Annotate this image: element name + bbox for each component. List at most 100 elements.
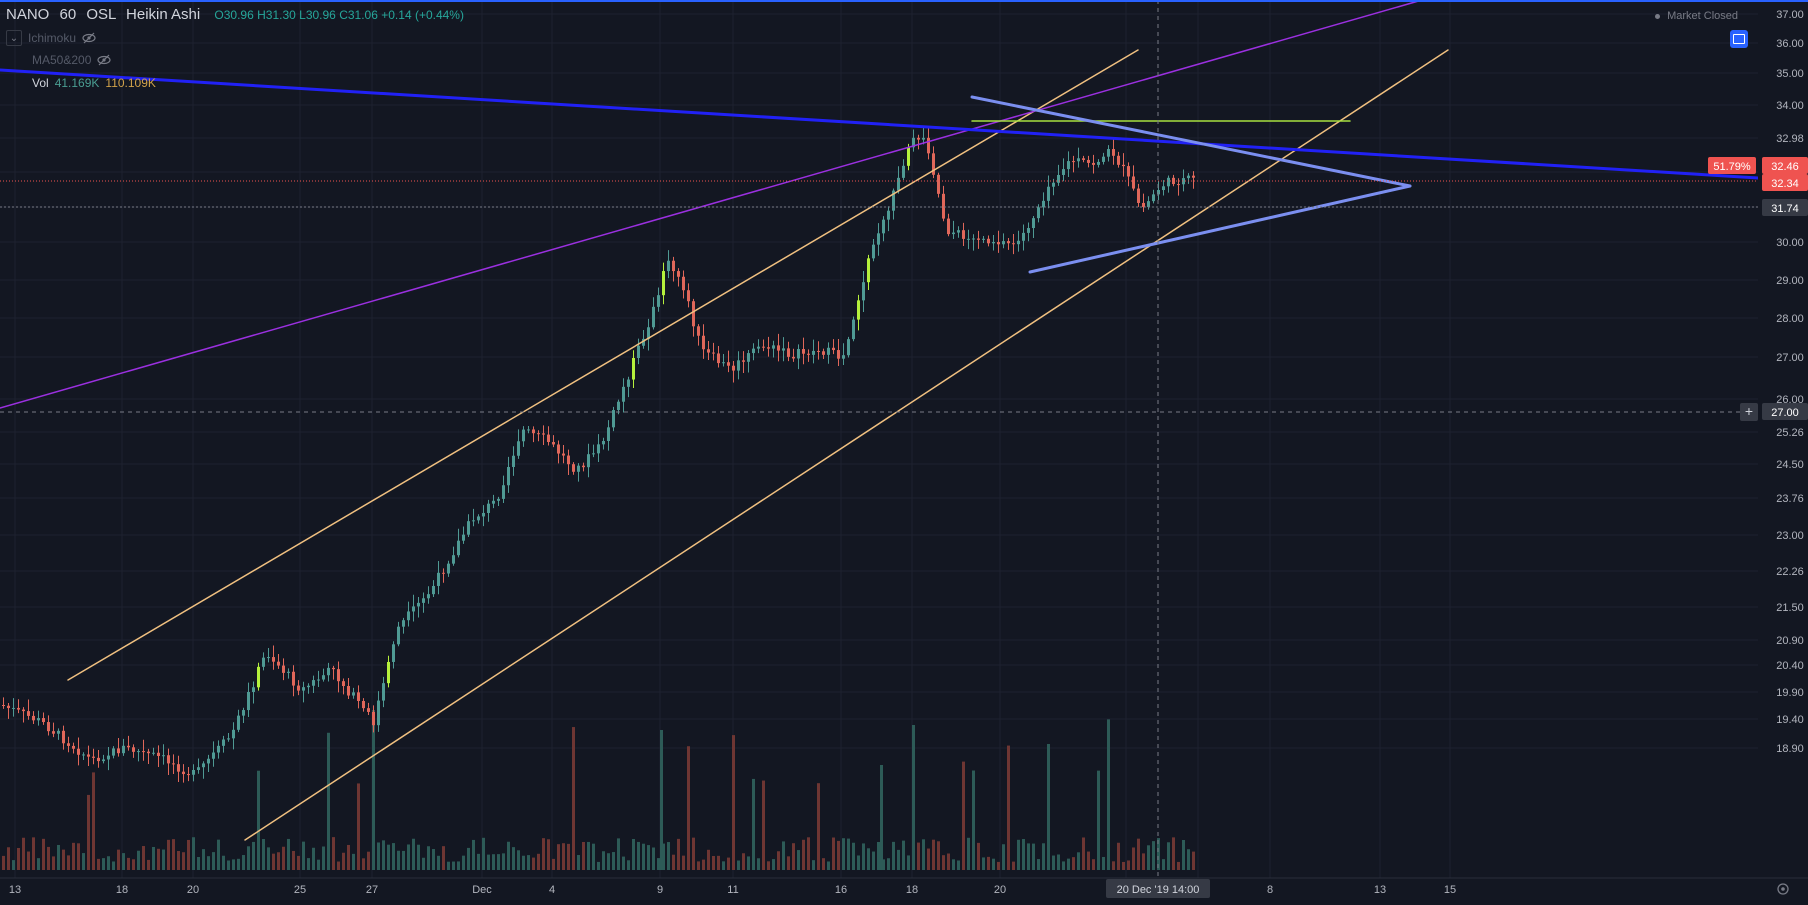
candle-body <box>507 466 510 486</box>
volume-bar <box>412 838 415 870</box>
candle-body <box>197 767 200 771</box>
volume-bar <box>672 854 675 870</box>
candle-body <box>457 540 460 556</box>
price-axis-bg <box>1758 0 1808 900</box>
candle-body <box>647 327 650 339</box>
volume-bar <box>957 860 960 870</box>
candle-body <box>832 347 835 351</box>
ma-label[interactable]: MA50&200 <box>32 53 92 67</box>
time-axis[interactable]: 1318202527Dec4911161820681315202020 Dec … <box>0 877 1808 900</box>
volume-bar <box>177 850 180 870</box>
candle-body <box>2 705 5 706</box>
volume-bar <box>522 855 525 870</box>
candle-body <box>1112 149 1115 156</box>
candle-body <box>852 319 855 340</box>
volume-bar <box>37 858 40 870</box>
volume-bar <box>747 856 750 870</box>
volume-bar <box>1187 849 1190 870</box>
volume-bar <box>797 850 800 870</box>
candle-body <box>542 433 545 435</box>
volume-spike <box>912 725 915 870</box>
price-badge-a-bg <box>1762 157 1808 174</box>
symbol-name[interactable]: NANO 60 OSL Heikin Ashi <box>6 6 204 23</box>
candle-body <box>742 360 745 362</box>
candle-body <box>387 661 390 684</box>
candle-body <box>1047 186 1050 201</box>
volume-bar <box>332 837 335 870</box>
volume-bar <box>887 858 890 870</box>
time-axis-label: 16 <box>835 884 847 896</box>
eye-off-icon[interactable] <box>82 31 96 45</box>
ichimoku-label[interactable]: Ichimoku <box>28 31 77 45</box>
volume-bar <box>152 846 155 870</box>
candle-body <box>1022 232 1025 241</box>
candle-body <box>127 745 130 748</box>
chevron-down-icon[interactable]: ⌄ <box>6 30 22 46</box>
candle-body <box>192 770 195 775</box>
indicator-ma-row[interactable]: MA50&200 <box>32 53 111 67</box>
indicator-volume-row[interactable]: Vol 41.169K 110.109K <box>32 76 156 90</box>
volume-bar <box>12 860 15 870</box>
price-axis-label: 30.00 <box>1776 237 1804 249</box>
volume-bar <box>802 839 805 870</box>
candle-body <box>942 193 945 219</box>
candle-body <box>492 500 495 504</box>
volume-bar <box>7 847 10 870</box>
candle-body <box>1162 186 1165 191</box>
volume-bar <box>467 847 470 870</box>
price-axis-label: 20.90 <box>1776 635 1804 647</box>
price-axis-label: 29.00 <box>1776 275 1804 287</box>
candle-body <box>1117 155 1120 165</box>
volume-bar <box>1067 858 1070 870</box>
settings-gear-icon <box>1777 883 1789 895</box>
price-axis-label: 32.98 <box>1776 133 1804 145</box>
volume-bar <box>1057 854 1060 870</box>
candle-body <box>537 433 540 435</box>
price-axis-label: 35.00 <box>1776 68 1804 80</box>
candle-body <box>817 350 820 352</box>
candle-body <box>762 346 765 348</box>
candle-body <box>1132 176 1135 189</box>
crosshair-plus-icon: + <box>1745 403 1753 419</box>
crosshair <box>0 0 1758 878</box>
volume-bar <box>417 844 420 870</box>
volume-bar <box>432 849 435 870</box>
candle-body <box>1182 178 1185 185</box>
candle-body <box>107 755 110 760</box>
volume-bar <box>667 842 670 870</box>
volume-bar <box>82 853 85 870</box>
price-axis-label: 28.00 <box>1776 313 1804 325</box>
crosshair-plus-button <box>1740 403 1758 421</box>
candle-body <box>482 512 485 517</box>
eye-off-icon[interactable] <box>97 53 111 67</box>
candle-body <box>972 238 975 240</box>
price-axis[interactable]: 37.0036.0035.0034.0032.9832.0031.0030.00… <box>1708 0 1808 900</box>
crosshair-price-badge: 27.00 <box>1771 407 1799 419</box>
volume-bar <box>927 848 930 870</box>
candle-body <box>557 444 560 454</box>
volume-bar <box>837 840 840 870</box>
volume-bar <box>402 850 405 870</box>
candle-body <box>737 360 740 371</box>
ohlc-high: H31.30 <box>257 8 296 22</box>
price-axis-label: 22.26 <box>1776 566 1804 578</box>
volume-bar <box>937 841 940 870</box>
candle-body <box>717 353 720 364</box>
candle-body <box>472 520 475 522</box>
volume-bar <box>1087 851 1090 870</box>
volume-bar <box>437 855 440 870</box>
candle-body <box>1097 161 1100 165</box>
indicator-ichimoku-row[interactable]: ⌄ Ichimoku <box>6 30 96 46</box>
volume-bar <box>777 851 780 870</box>
volume-bar <box>202 849 205 870</box>
candle-body <box>1077 158 1080 162</box>
volume-bar <box>897 849 900 870</box>
screenshot-button[interactable] <box>1730 30 1748 48</box>
volume-bar <box>1172 837 1175 870</box>
volume-bar <box>477 853 480 870</box>
candle-body <box>442 572 445 574</box>
volume-bar <box>902 840 905 870</box>
candle-body <box>47 722 50 732</box>
